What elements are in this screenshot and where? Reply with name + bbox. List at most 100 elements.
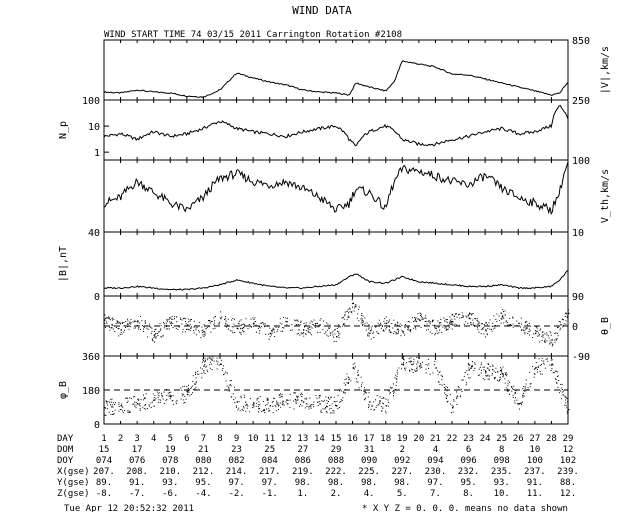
doy-label: 078 bbox=[162, 456, 178, 466]
data-point bbox=[505, 372, 507, 373]
data-point bbox=[228, 386, 230, 388]
data-point bbox=[183, 399, 185, 401]
data-point bbox=[474, 367, 476, 369]
day-label: 12 bbox=[281, 434, 292, 444]
data-point bbox=[560, 324, 562, 326]
data-point bbox=[121, 322, 123, 324]
data-point bbox=[388, 320, 390, 322]
data-point bbox=[255, 405, 257, 407]
panel-frame bbox=[103, 159, 569, 233]
data-point bbox=[226, 326, 227, 328]
data-point bbox=[224, 373, 226, 375]
data-point bbox=[450, 323, 452, 325]
data-point bbox=[566, 410, 568, 412]
data-point bbox=[434, 334, 436, 336]
data-point bbox=[191, 319, 192, 320]
data-point bbox=[533, 372, 535, 374]
data-point bbox=[328, 327, 329, 329]
data-point bbox=[132, 403, 134, 405]
data-point bbox=[175, 403, 177, 405]
data-point bbox=[483, 327, 485, 329]
data-point bbox=[301, 405, 303, 407]
data-point bbox=[168, 328, 170, 330]
data-point bbox=[362, 324, 364, 326]
x-gse-label: 210. bbox=[159, 467, 181, 477]
data-point bbox=[495, 367, 497, 369]
data-point bbox=[538, 334, 540, 335]
data-point bbox=[488, 378, 490, 380]
data-point bbox=[105, 317, 107, 319]
data-point bbox=[471, 313, 473, 315]
data-point bbox=[504, 382, 506, 384]
data-point bbox=[217, 361, 219, 363]
data-point bbox=[537, 366, 539, 368]
data-point bbox=[133, 396, 135, 398]
data-point bbox=[115, 327, 117, 328]
data-point bbox=[202, 329, 204, 331]
data-point bbox=[174, 316, 176, 318]
data-point bbox=[123, 325, 125, 327]
data-point bbox=[258, 406, 259, 408]
data-point bbox=[327, 335, 329, 337]
data-point bbox=[543, 363, 545, 365]
data-point bbox=[350, 380, 352, 382]
y-gse-label: 89. bbox=[96, 478, 112, 488]
data-point bbox=[539, 329, 541, 331]
data-point bbox=[107, 404, 109, 406]
data-point bbox=[143, 397, 145, 399]
day-label: 6 bbox=[184, 434, 189, 444]
data-point bbox=[318, 397, 320, 399]
data-point bbox=[481, 323, 483, 324]
data-point bbox=[182, 318, 184, 319]
data-point bbox=[562, 326, 564, 328]
data-point bbox=[384, 322, 386, 324]
data-point bbox=[311, 327, 313, 329]
data-point bbox=[220, 317, 222, 320]
data-point bbox=[239, 320, 241, 322]
data-point bbox=[394, 331, 396, 333]
data-point bbox=[367, 335, 369, 337]
data-point bbox=[361, 318, 363, 320]
day-label: 13 bbox=[297, 434, 308, 444]
data-point bbox=[300, 321, 302, 323]
data-point bbox=[238, 407, 240, 409]
data-point bbox=[212, 357, 214, 359]
data-point bbox=[212, 328, 214, 330]
data-point bbox=[420, 327, 422, 328]
data-point bbox=[304, 333, 306, 335]
data-point bbox=[456, 397, 458, 399]
data-point bbox=[242, 329, 244, 331]
data-point bbox=[389, 329, 390, 331]
data-point bbox=[557, 326, 559, 328]
data-point bbox=[163, 323, 165, 325]
data-point bbox=[409, 331, 411, 333]
data-point bbox=[567, 401, 569, 403]
data-point bbox=[370, 330, 372, 332]
data-point bbox=[160, 328, 162, 330]
data-point bbox=[349, 308, 351, 310]
data-point bbox=[167, 320, 168, 322]
data-point bbox=[160, 325, 162, 327]
y-gse-label: 93. bbox=[494, 478, 510, 488]
data-point bbox=[143, 394, 144, 396]
day-label: 22 bbox=[447, 434, 458, 444]
data-point bbox=[108, 325, 110, 327]
data-point bbox=[326, 322, 328, 324]
data-point bbox=[443, 317, 445, 319]
data-point bbox=[521, 323, 523, 325]
data-point bbox=[349, 307, 351, 309]
data-point bbox=[428, 368, 429, 369]
data-point bbox=[524, 332, 526, 333]
data-point bbox=[510, 324, 511, 325]
data-point bbox=[130, 322, 132, 324]
data-point bbox=[500, 312, 502, 314]
data-point bbox=[368, 404, 370, 406]
data-point bbox=[147, 328, 149, 330]
data-point bbox=[385, 412, 387, 414]
data-point bbox=[258, 401, 260, 403]
data-point bbox=[565, 402, 567, 404]
data-point bbox=[230, 396, 232, 398]
data-point bbox=[397, 332, 399, 334]
data-point bbox=[474, 363, 476, 365]
chart-subtitle: WIND START TIME 74 03/15 2011 Carrington… bbox=[104, 30, 402, 40]
